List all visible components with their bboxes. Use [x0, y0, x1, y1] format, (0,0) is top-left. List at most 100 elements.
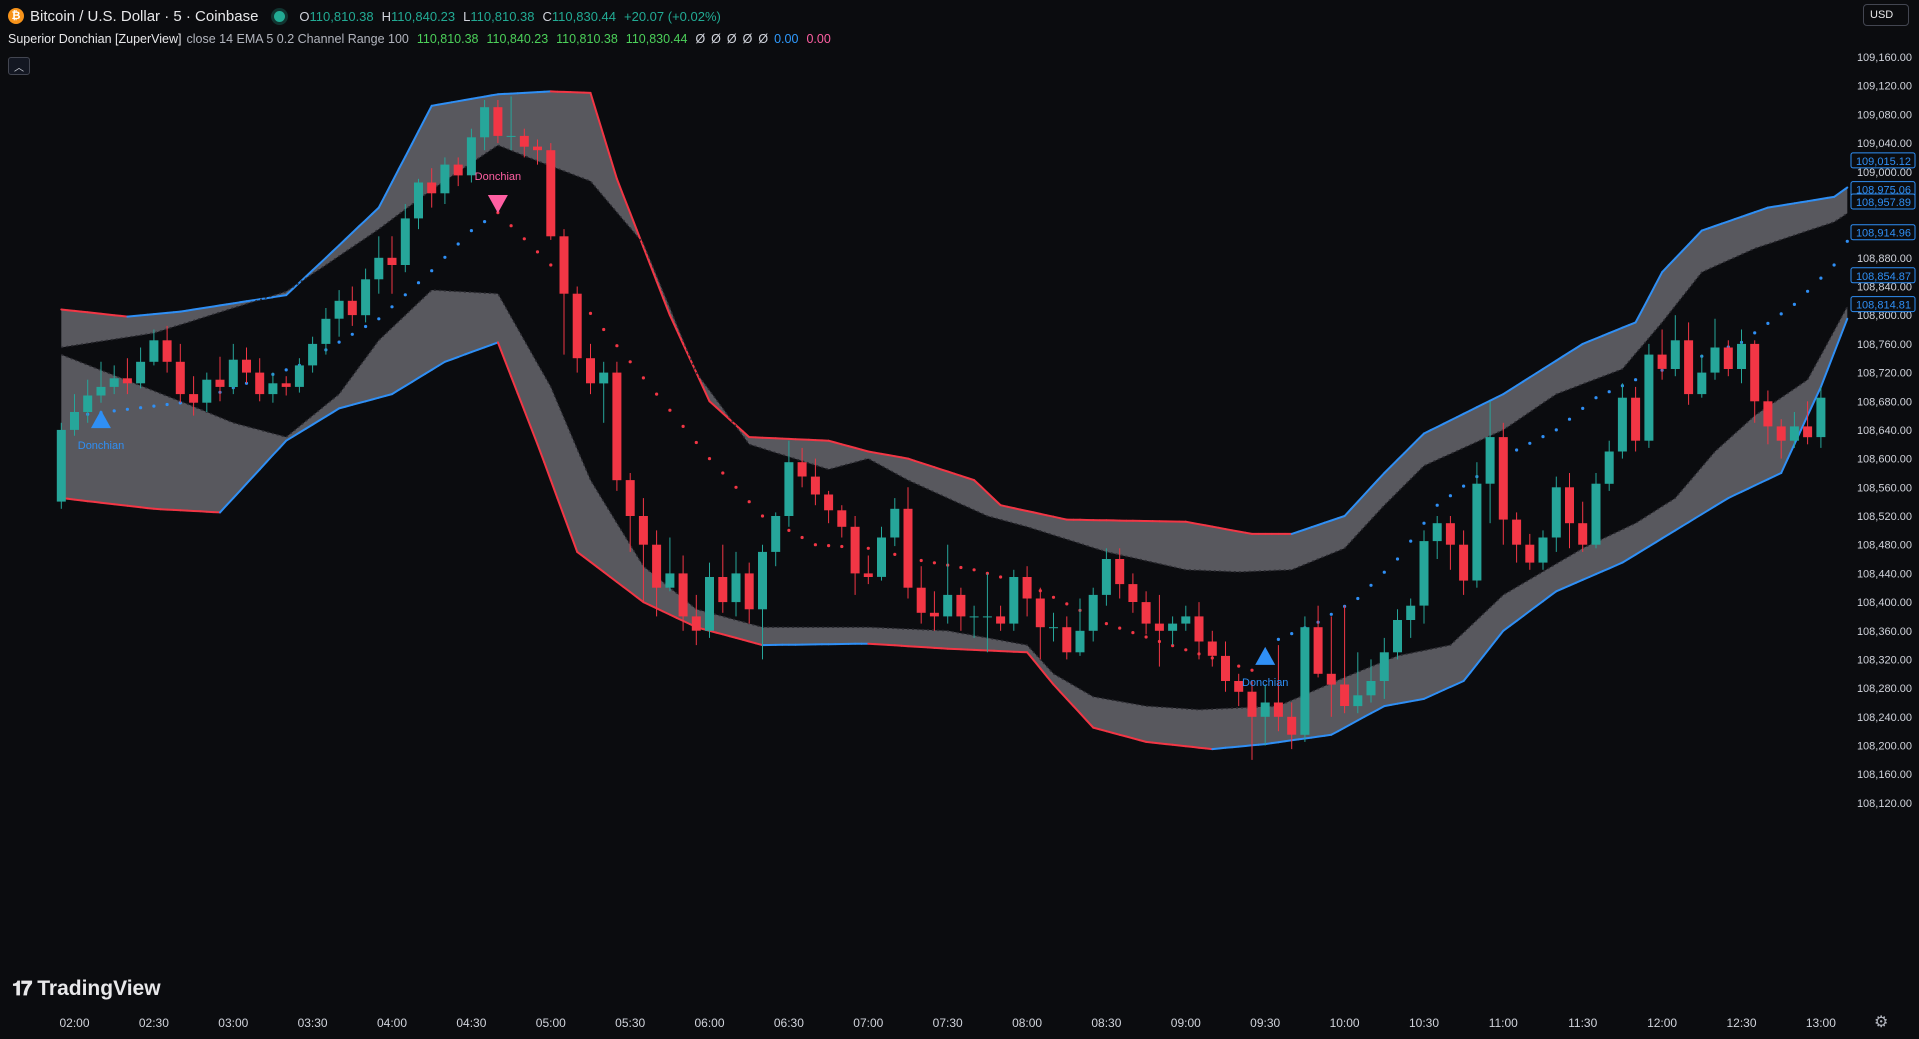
collapse-legend-button[interactable]: ︿ — [8, 57, 30, 75]
candle-body — [215, 379, 225, 387]
upper-channel-line — [940, 468, 949, 473]
time-tick-label: 07:00 — [853, 1016, 883, 1030]
price-tick-label: 108,240.00 — [1857, 712, 1912, 724]
indicator-legend[interactable]: Superior Donchian [ZuperView] close 14 E… — [8, 32, 831, 46]
upper-channel-line — [450, 100, 460, 104]
upper-channel-line — [602, 134, 612, 159]
time-tick-label: 11:00 — [1489, 1016, 1518, 1030]
indicator-null-value: Ø — [726, 32, 737, 46]
upper-channel-line — [1489, 396, 1498, 402]
lower-channel-line — [1601, 567, 1611, 573]
lower-channel-line — [1343, 723, 1353, 729]
currency-button[interactable]: USD — [1863, 4, 1909, 26]
candle-body — [863, 573, 873, 577]
upper-channel-line — [410, 130, 420, 145]
lower-channel-line — [252, 468, 261, 478]
candle-body — [1340, 684, 1350, 706]
time-tick-label: 13:00 — [1806, 1016, 1836, 1030]
upper-channel-line — [205, 305, 215, 309]
upper-channel-line — [1217, 526, 1227, 531]
trailing-stop-dot — [866, 546, 870, 550]
upper-channel-line — [1667, 257, 1677, 267]
upper-channel-line — [100, 312, 109, 316]
price-tick-label: 108,800.00 — [1857, 310, 1912, 322]
lower-channel-line — [1489, 638, 1498, 649]
upper-channel-line — [1323, 519, 1333, 524]
symbol-title[interactable]: Bitcoin / U.S. Dollar · 5 · Coinbase — [30, 7, 259, 25]
upper-channel-line — [662, 297, 671, 317]
time-axis[interactable]: 02:00 02:30 03:00 03:30 04:00 04:30 05:00 05:30… — [0, 1010, 1919, 1039]
trailing-stop-dot — [641, 376, 646, 380]
candle-body — [1763, 401, 1773, 427]
lower-channel-line — [1694, 513, 1703, 520]
lower-channel-line — [516, 392, 526, 412]
lower-channel-line — [741, 638, 751, 643]
lower-channel-line — [1674, 525, 1683, 532]
price-change: +20.07 (+0.02%) — [624, 8, 721, 24]
upper-channel-line — [1389, 458, 1399, 468]
candle-body — [1194, 616, 1204, 642]
upper-channel-line — [1561, 351, 1571, 358]
time-tick-label: 02:00 — [59, 1016, 89, 1030]
trailing-stop-dot — [1051, 595, 1056, 599]
lower-channel-line — [1198, 746, 1207, 750]
upper-channel-line — [1198, 523, 1207, 527]
upper-channel-line — [655, 280, 665, 300]
upper-channel-line — [278, 294, 288, 298]
price-label-box — [1850, 296, 1916, 313]
upper-channel-line — [933, 466, 943, 471]
upper-channel-line — [596, 113, 605, 137]
upper-channel-line — [1059, 517, 1068, 521]
lower-channel-line — [430, 364, 440, 371]
candle-body — [1273, 702, 1283, 717]
lower-channel-line — [1310, 735, 1320, 739]
price-label-text: 108,854.87 — [1856, 271, 1911, 283]
upper-channel-line — [642, 246, 651, 266]
time-tick-label: 07:30 — [933, 1016, 963, 1030]
price-axis[interactable]: 109,160.00 109,120.00 109,080.00 109,040.00… — [1849, 0, 1919, 1010]
candle-body — [890, 508, 900, 538]
signal-label: Donchian — [475, 171, 521, 183]
lower-channel-line — [417, 372, 427, 379]
lower-channel-line — [668, 613, 678, 619]
candle-body — [850, 526, 860, 574]
lower-channel-line — [1184, 745, 1194, 748]
lower-channel-line — [1475, 654, 1485, 666]
upper-channel-line — [1409, 439, 1419, 448]
buy-signal-triangle — [1255, 646, 1276, 665]
upper-channel-line — [1733, 215, 1743, 221]
time-tick-label: 06:00 — [694, 1016, 724, 1030]
upper-channel-line — [1045, 514, 1055, 518]
lower-channel-line — [139, 506, 149, 510]
lower-channel-line — [1138, 739, 1148, 743]
time-tick-label: 11:30 — [1568, 1016, 1597, 1030]
trailing-stop-dot — [615, 344, 619, 348]
trailing-stop-dot — [1515, 448, 1519, 452]
indicator-name[interactable]: Superior Donchian [ZuperView] — [8, 32, 182, 46]
lower-channel-line — [377, 394, 387, 399]
upper-channel-line — [1032, 511, 1042, 515]
candle-body — [361, 279, 371, 316]
lower-channel-line — [1449, 683, 1458, 688]
candle-body — [1498, 437, 1508, 520]
lower-channel-line — [1806, 400, 1816, 417]
price-tick-label: 109,120.00 — [1857, 81, 1912, 93]
candle-body — [1062, 627, 1072, 653]
trailing-stop-dot — [1541, 435, 1545, 439]
upper-channel-line — [1601, 332, 1611, 337]
candle-body — [268, 383, 278, 395]
tradingview-logo[interactable]: 𝟏𝟕 TradingView — [12, 977, 161, 1001]
logo-text: TradingView — [37, 977, 161, 1000]
trailing-stop-dot — [469, 229, 473, 233]
lower-channel-line — [1284, 739, 1293, 743]
gear-icon[interactable]: ⚙ — [1874, 1014, 1889, 1031]
upper-channel-line — [364, 212, 374, 222]
lower-channel-line — [305, 423, 314, 430]
lower-channel-line — [1634, 549, 1644, 556]
time-tick-label: 02:30 — [139, 1016, 169, 1030]
market-status-icon[interactable] — [274, 10, 286, 22]
lower-channel-line — [1561, 584, 1571, 590]
price-tick-label: 109,000.00 — [1857, 167, 1912, 179]
lower-channel-line — [1608, 564, 1617, 570]
